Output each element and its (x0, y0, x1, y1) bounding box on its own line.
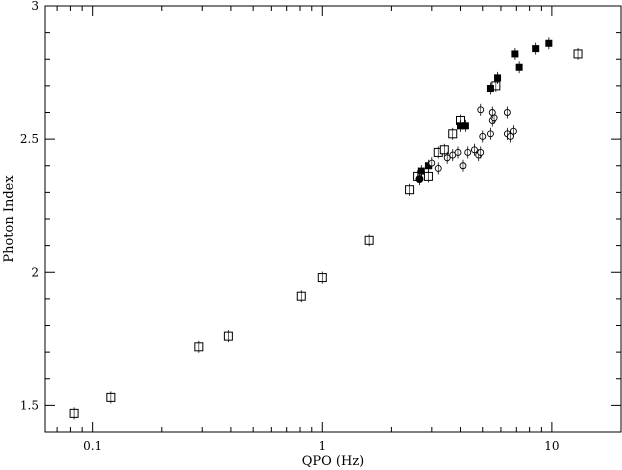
data-point-filled-square (486, 85, 494, 93)
data-point-filled-square (515, 63, 523, 71)
x-axis-label: QPO (Hz) (302, 454, 365, 469)
tick-labels: 0.1 1 10 1.5 2 2.5 3 (20, 0, 560, 453)
data-point-filled-circle (415, 175, 424, 184)
x-tick-label: 1 (318, 439, 326, 453)
x-tick-label: 10 (544, 439, 559, 453)
data-point-filled-square (511, 50, 519, 58)
y-axis-label: Photon Index (2, 175, 17, 263)
data-point-filled-square (417, 167, 425, 175)
data-point-filled-square (494, 74, 502, 82)
y-tick-label: 2 (31, 265, 39, 279)
x-tick-label: 0.1 (83, 439, 102, 453)
plot-frame (44, 5, 622, 433)
data-point-filled-square (532, 45, 540, 53)
y-tick-label: 3 (31, 0, 39, 13)
data-point-filled-square (461, 122, 469, 130)
y-tick-label: 2.5 (20, 132, 39, 146)
y-tick-label: 1.5 (20, 398, 39, 412)
data-points (69, 37, 583, 420)
axis-ticks (45, 5, 622, 433)
data-point-filled-square (545, 39, 553, 47)
